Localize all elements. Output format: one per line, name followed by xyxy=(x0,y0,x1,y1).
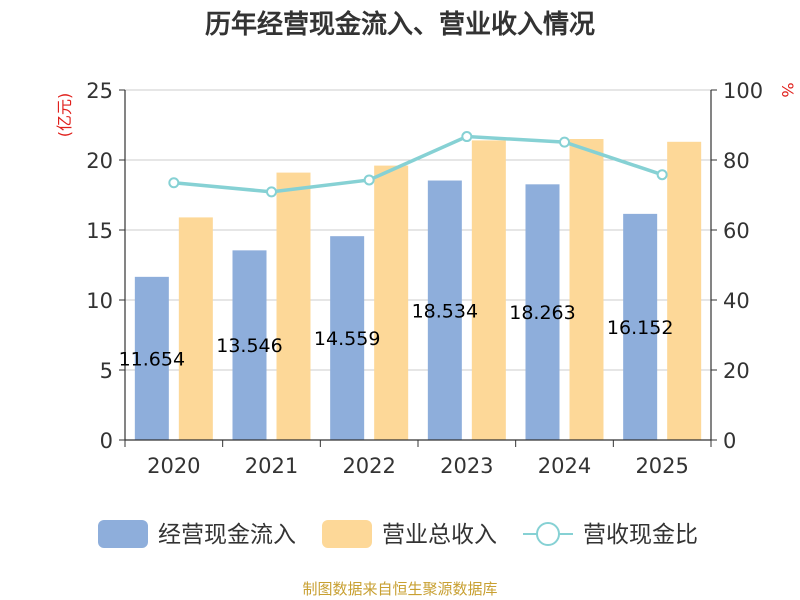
bars xyxy=(134,139,702,441)
legend-swatch xyxy=(322,520,372,548)
legend-label: 营收现金比 xyxy=(583,522,698,548)
bar-cash-inflow xyxy=(525,184,560,440)
line-point xyxy=(168,177,180,189)
bar-data-label: 13.546 xyxy=(216,335,282,357)
x-tick-label: 2024 xyxy=(538,454,591,478)
right-axis-unit: % xyxy=(778,82,797,97)
line-series xyxy=(168,131,668,198)
legend-label: 营业总收入 xyxy=(382,522,497,548)
legend-marker xyxy=(536,522,560,546)
line-point xyxy=(559,136,570,148)
left-tick-label: 0 xyxy=(100,429,113,453)
right-tick-label: 80 xyxy=(723,149,750,173)
right-tick-label: 40 xyxy=(723,289,750,313)
line-point xyxy=(266,186,277,198)
bar-data-label: 11.654 xyxy=(119,348,185,370)
bar-data-label: 16.152 xyxy=(607,317,673,339)
bar-cash-inflow xyxy=(427,180,462,441)
source-note: 制图数据来自恒生聚源数据库 xyxy=(302,580,497,598)
right-tick-label: 100 xyxy=(723,79,763,103)
bar-revenue xyxy=(667,141,702,441)
chart-title: 历年经营现金流入、营业收入情况 xyxy=(205,9,595,40)
legend: 经营现金流入 营业总收入 营收现金比 xyxy=(98,520,698,548)
x-tick-label: 2025 xyxy=(635,454,688,478)
bar-revenue xyxy=(569,139,604,440)
bar-cash-inflow xyxy=(232,250,267,440)
line-point xyxy=(656,169,668,181)
left-axis-unit: (亿元) xyxy=(55,93,74,138)
bar-revenue xyxy=(471,140,506,440)
left-tick-label: 20 xyxy=(86,149,113,173)
right-tick-label: 60 xyxy=(723,219,750,243)
right-tick-label: 0 xyxy=(723,429,736,453)
bar-revenue xyxy=(374,165,409,440)
legend-swatch xyxy=(98,520,148,548)
left-tick-label: 10 xyxy=(86,289,113,313)
bar-revenue xyxy=(178,217,213,440)
bar-data-label: 18.263 xyxy=(509,302,575,324)
line-path xyxy=(173,134,663,194)
left-tick-label: 5 xyxy=(100,359,113,383)
bar-data-label: 14.559 xyxy=(314,328,380,350)
bar-data-label: 18.534 xyxy=(412,300,478,322)
bar-revenue xyxy=(276,172,311,440)
bar-cash-inflow xyxy=(330,236,365,440)
line-point xyxy=(461,131,473,143)
x-tick-label: 2021 xyxy=(245,454,298,478)
left-tick-label: 15 xyxy=(86,219,113,243)
right-tick-label: 20 xyxy=(723,359,750,383)
legend-label: 经营现金流入 xyxy=(158,522,296,548)
left-tick-label: 25 xyxy=(86,79,113,103)
line-point xyxy=(363,174,375,186)
x-tick-label: 2022 xyxy=(342,454,395,478)
data-labels: 11.654 13.546 14.559 18.534 18.263 16.152 xyxy=(119,300,674,370)
x-tick-label: 2020 xyxy=(147,454,200,478)
bar-cash-inflow xyxy=(134,276,169,440)
bar-cash-inflow xyxy=(623,213,658,440)
x-tick-label: 2023 xyxy=(440,454,493,478)
